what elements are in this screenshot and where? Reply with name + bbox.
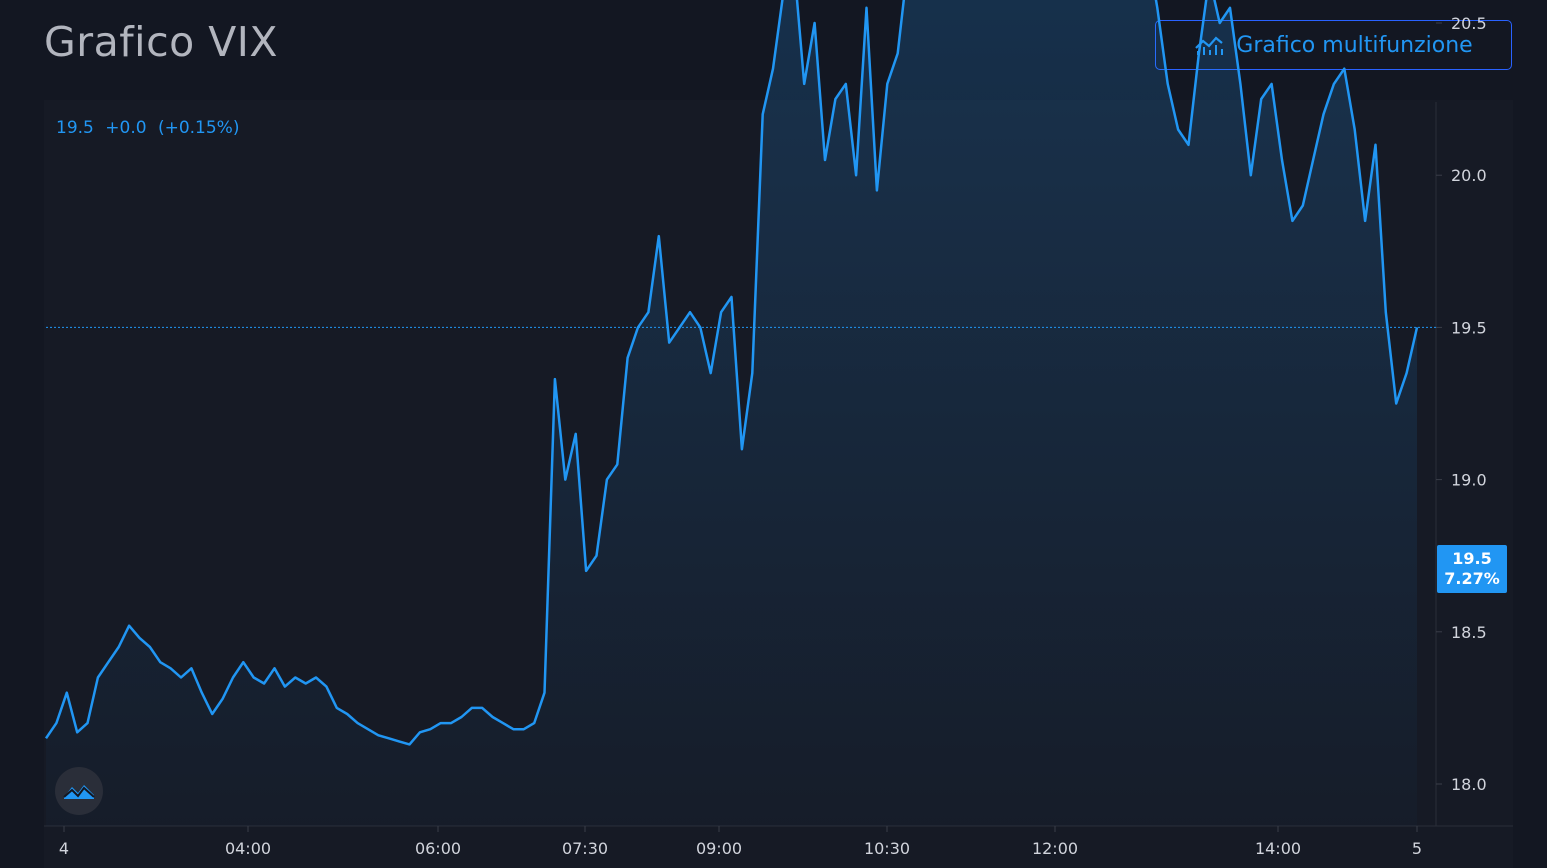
y-tick-label: 19.5 — [1451, 318, 1487, 337]
y-tick-label: 20.0 — [1451, 166, 1487, 185]
legend-change-pct: (+0.15%) — [157, 118, 240, 138]
tradingview-logo-icon[interactable] — [55, 767, 103, 815]
y-tick-label: 18.5 — [1451, 623, 1487, 642]
page-title: Grafico VIX — [44, 18, 278, 66]
y-tick-label: 19.0 — [1451, 471, 1487, 490]
x-tick-label: 10:30 — [864, 839, 910, 858]
y-tick-label: 18.0 — [1451, 775, 1487, 794]
legend-change: +0.0 — [105, 118, 147, 138]
x-tick-label: 06:00 — [415, 839, 461, 858]
y-tick-label: 20.5 — [1451, 14, 1487, 33]
x-tick-label: 12:00 — [1032, 839, 1078, 858]
current-price-pct: 7.27% — [1444, 569, 1500, 588]
x-tick-label: 04:00 — [225, 839, 271, 858]
x-tick-label: 09:00 — [696, 839, 742, 858]
x-tick-label: 4 — [59, 839, 69, 858]
chart-series-line — [44, 0, 1419, 746]
x-tick-label: 5 — [1412, 839, 1422, 858]
legend-price: 19.5 — [56, 118, 94, 138]
current-price-value: 19.5 — [1452, 549, 1492, 568]
chart-area-fill — [46, 0, 1417, 826]
price-legend: 19.5 +0.0 (+0.15%) — [56, 118, 245, 138]
current-price-tag: 19.5 7.27% — [1437, 545, 1507, 593]
x-tick-label: 07:30 — [562, 839, 608, 858]
x-tick-label: 14:00 — [1255, 839, 1301, 858]
advanced-chart-button-label: Grafico multifunzione — [1236, 32, 1473, 58]
